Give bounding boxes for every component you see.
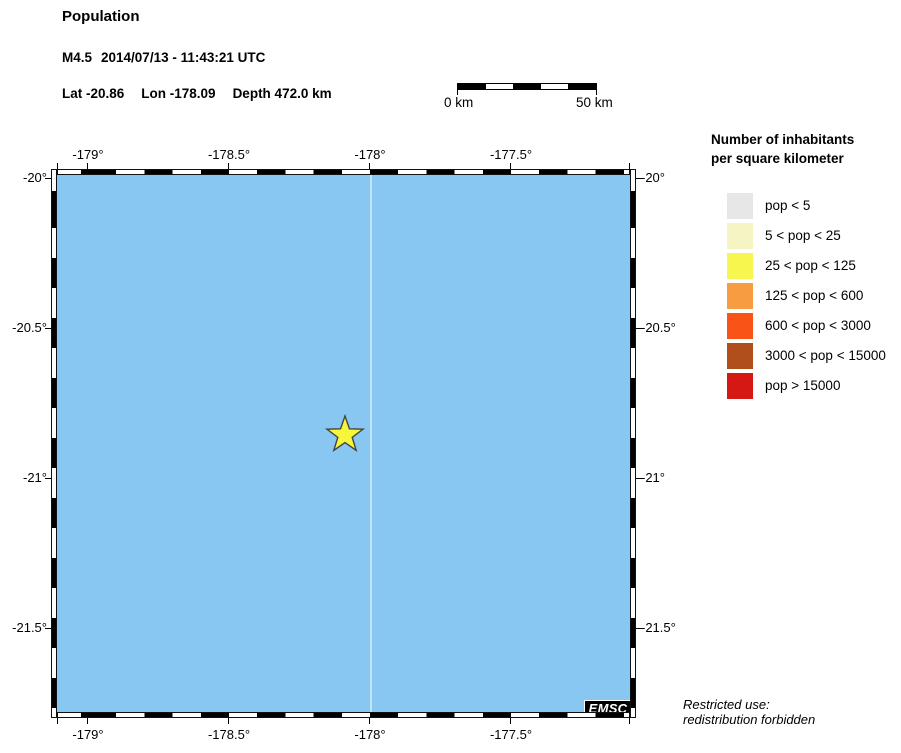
- legend-label: pop < 5: [765, 198, 811, 213]
- scale-segment: [513, 84, 541, 89]
- event-datetime: 2014/07/13 - 11:43:21 UTC: [101, 50, 266, 65]
- epicenter-star-icon: [324, 414, 366, 453]
- lat-label-right: -20.5°: [641, 320, 676, 335]
- scale-end-label: 50 km: [576, 95, 613, 110]
- restricted-line2: redistribution forbidden: [683, 712, 816, 727]
- longitude-value: Lon -178.09: [141, 86, 216, 101]
- legend-label: 125 < pop < 600: [765, 288, 864, 303]
- legend-swatch: [727, 313, 753, 339]
- lat-label-left: -20.5°: [12, 320, 47, 335]
- axis-tick: [510, 718, 511, 724]
- event-magnitude-datetime: M4.5 2014/07/13 - 11:43:21 UTC: [62, 50, 265, 65]
- axis-tick: [87, 718, 88, 724]
- legend-item: 5 < pop < 25: [727, 223, 897, 249]
- legend-item: 25 < pop < 125: [727, 253, 897, 279]
- legend-label: 25 < pop < 125: [765, 258, 856, 273]
- lat-label-left: -21.5°: [12, 620, 47, 635]
- legend-swatch: [727, 283, 753, 309]
- axis-tick: [510, 163, 511, 169]
- axis-tick: [45, 478, 51, 479]
- restricted-line1: Restricted use:: [683, 697, 770, 712]
- legend-title-line1: Number of inhabitants: [711, 132, 855, 147]
- axis-tick: [57, 163, 58, 169]
- scale-segment: [568, 84, 596, 89]
- scale-segment: [458, 84, 486, 89]
- distance-scale-bar: [457, 83, 597, 90]
- legend-label: 3000 < pop < 15000: [765, 348, 886, 363]
- legend-swatch: [727, 223, 753, 249]
- legend-label: 5 < pop < 25: [765, 228, 841, 243]
- epicenter-star-shape: [324, 414, 366, 453]
- lat-label-right: -21°: [641, 470, 665, 485]
- scale-segment: [540, 84, 569, 89]
- axis-tick: [369, 163, 370, 169]
- lon-label-bottom: -178°: [354, 727, 386, 742]
- map-frame-top: [57, 169, 630, 175]
- legend-label: 600 < pop < 3000: [765, 318, 871, 333]
- axis-tick: [629, 163, 630, 169]
- latitude-value: Lat -20.86: [62, 86, 125, 101]
- page-title: Population: [62, 8, 140, 25]
- meridian-grid-line: [370, 175, 372, 712]
- legend-swatch: [727, 373, 753, 399]
- axis-tick: [636, 328, 642, 329]
- axis-tick: [87, 163, 88, 169]
- legend-item: 125 < pop < 600: [727, 283, 897, 309]
- lon-label-top: -178.5°: [207, 147, 251, 162]
- lon-label-top: -178°: [354, 147, 386, 162]
- axis-tick: [228, 718, 229, 724]
- axis-tick: [629, 718, 630, 724]
- legend-item: pop < 5: [727, 193, 897, 219]
- event-location-info: Lat -20.86 Lon -178.09 Depth 472.0 km: [62, 86, 332, 101]
- legend-swatch: [727, 193, 753, 219]
- axis-tick: [228, 163, 229, 169]
- lat-label-right: -21.5°: [641, 620, 676, 635]
- scale-end-tick: [596, 90, 597, 95]
- lon-label-bottom: -179°: [72, 727, 104, 742]
- legend-label: pop > 15000: [765, 378, 841, 393]
- depth-value: Depth 472.0 km: [232, 86, 332, 101]
- lon-label-top: -179°: [72, 147, 104, 162]
- restricted-use-note: Restricted use: redistribution forbidden: [683, 697, 815, 727]
- legend-item: 600 < pop < 3000: [727, 313, 897, 339]
- map-frame-bottom: [57, 712, 630, 718]
- lat-label-left: -21°: [23, 470, 47, 485]
- lat-label-left: -20°: [23, 170, 47, 185]
- axis-tick: [45, 178, 51, 179]
- lon-label-bottom: -177.5°: [489, 727, 533, 742]
- lon-label-top: -177.5°: [489, 147, 533, 162]
- map-frame-right: [630, 169, 636, 718]
- lon-label-bottom: -178.5°: [207, 727, 251, 742]
- axis-tick: [636, 628, 642, 629]
- magnitude-value: M4.5: [62, 50, 93, 65]
- scale-segment: [485, 84, 514, 89]
- axis-tick: [369, 718, 370, 724]
- legend-swatch: [727, 343, 753, 369]
- axis-tick: [636, 178, 642, 179]
- legend-item: pop > 15000: [727, 373, 897, 399]
- axis-tick: [45, 328, 51, 329]
- axis-tick: [57, 718, 58, 724]
- scale-end-tick: [457, 90, 458, 95]
- map-frame-left: [51, 169, 57, 718]
- axis-tick: [45, 628, 51, 629]
- axis-tick: [636, 478, 642, 479]
- scale-start-label: 0 km: [444, 95, 474, 110]
- legend-item: 3000 < pop < 15000: [727, 343, 897, 369]
- legend-swatch: [727, 253, 753, 279]
- lat-label-right: -20°: [641, 170, 665, 185]
- legend-title-line2: per square kilometer: [711, 151, 844, 166]
- legend-title: Number of inhabitants per square kilomet…: [711, 130, 854, 168]
